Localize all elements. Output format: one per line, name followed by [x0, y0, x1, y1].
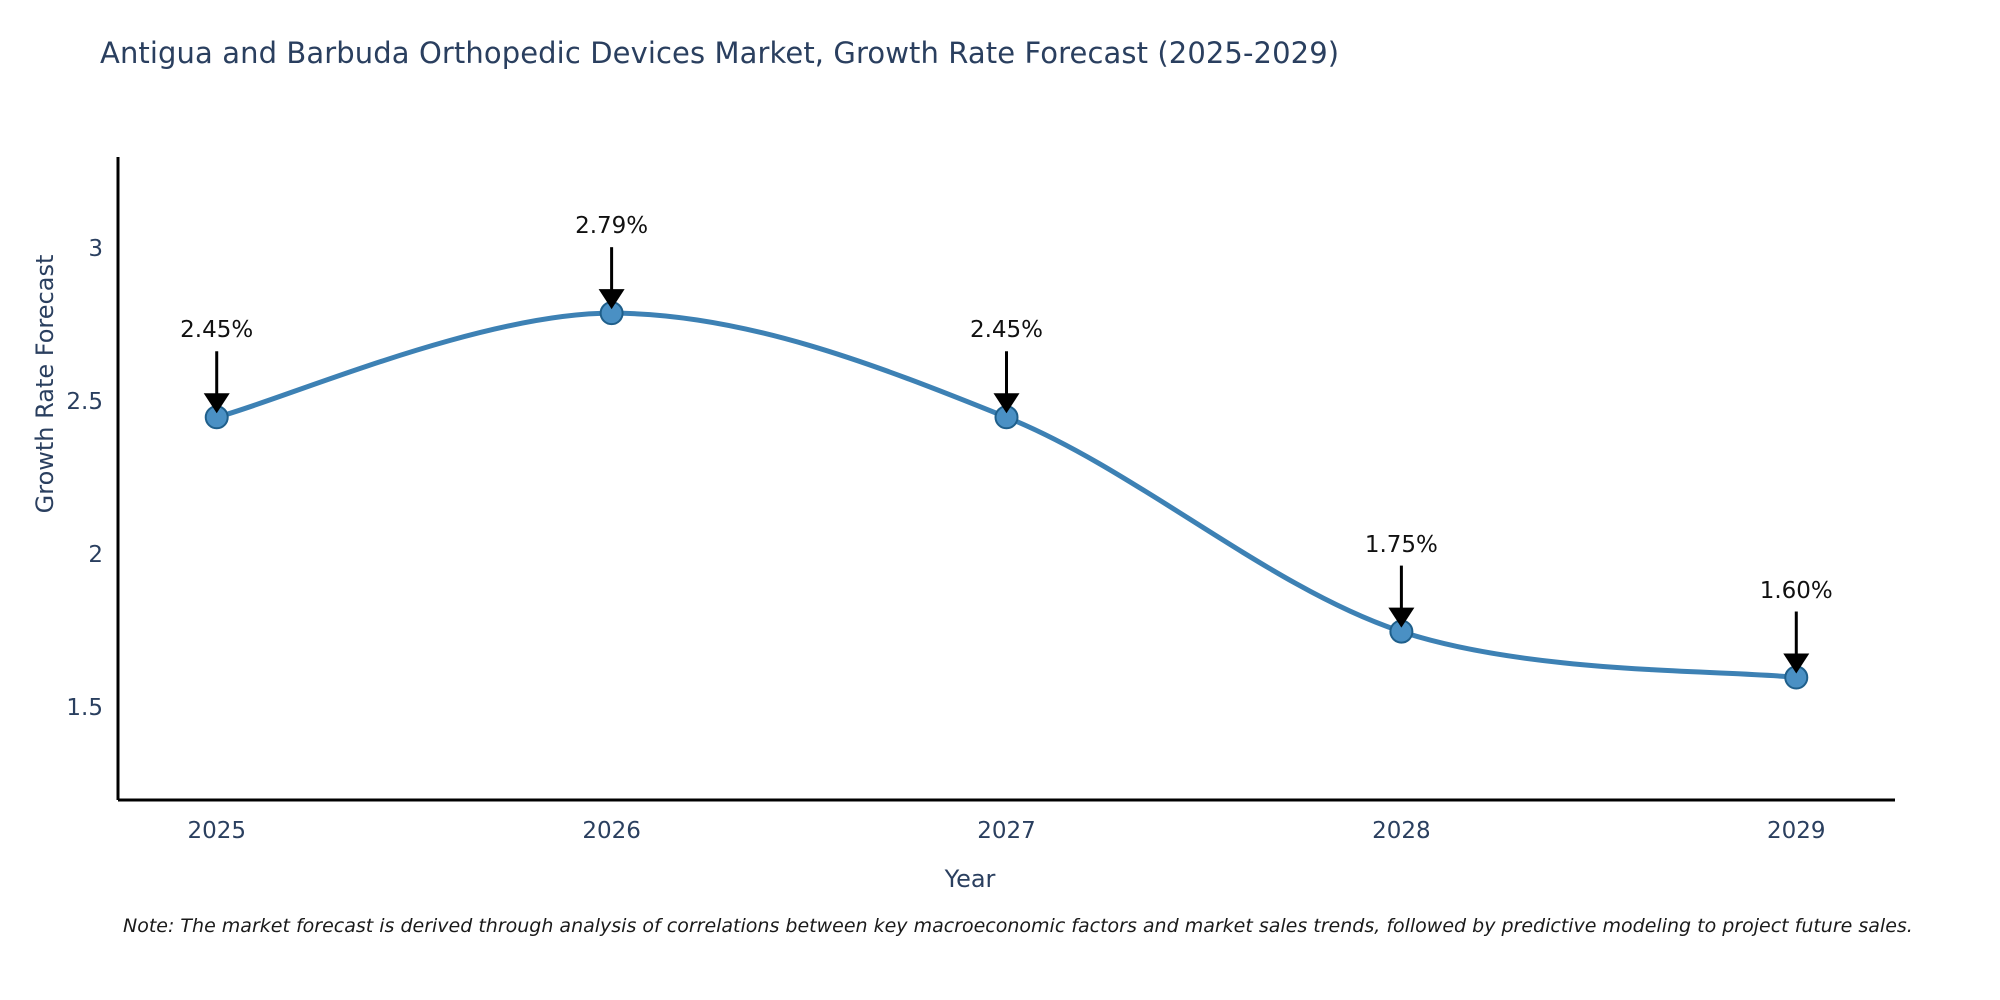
- annotation-arrow-head: [993, 393, 1020, 414]
- data-point-label: 1.60%: [1759, 577, 1833, 604]
- data-point-label: 2.79%: [575, 213, 649, 240]
- x-tick-label: 2029: [1766, 818, 1826, 844]
- annotation-arrow-head: [598, 289, 625, 310]
- x-tick-label: 2027: [977, 818, 1036, 844]
- chart-title: Antigua and Barbuda Orthopedic Devices M…: [100, 36, 1340, 70]
- data-point-label: 2.45%: [180, 317, 254, 344]
- footnote: Note: The market forecast is derived thr…: [123, 915, 1913, 937]
- x-axis-title: Year: [944, 865, 996, 893]
- data-point-markers: [204, 301, 1809, 690]
- annotation-arrow-head: [1388, 607, 1415, 628]
- data-point-label: 2.45%: [969, 317, 1044, 344]
- y-tick-label: 1.5: [66, 695, 103, 722]
- annotation-arrows: [203, 247, 1810, 674]
- y-tick-label: 2: [88, 542, 103, 569]
- annotation-arrow-head: [203, 393, 230, 414]
- y-tick-label: 3: [88, 235, 103, 262]
- x-tick-label: 2028: [1372, 818, 1431, 844]
- y-tick-label: 2.5: [66, 388, 103, 415]
- x-tick-label: 2026: [582, 818, 641, 844]
- data-point-label: 1.75%: [1364, 531, 1438, 558]
- x-tick-label: 2025: [187, 818, 246, 844]
- annotation-arrow-head: [1783, 653, 1810, 674]
